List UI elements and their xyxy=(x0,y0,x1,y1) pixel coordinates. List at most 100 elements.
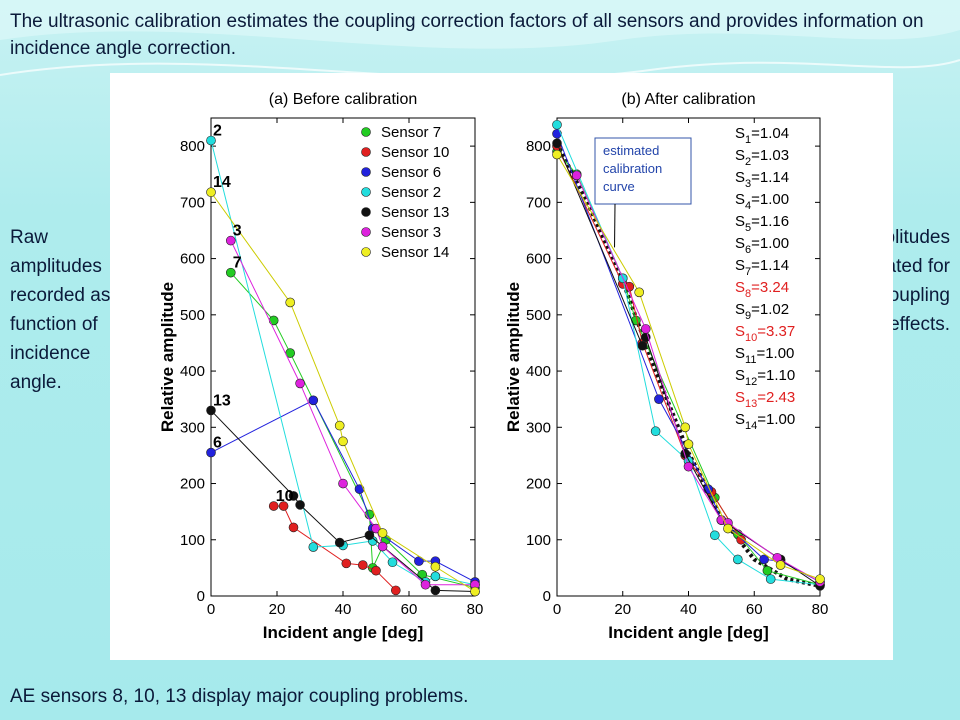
data-point xyxy=(364,530,375,541)
point-annotation: 14 xyxy=(213,174,231,191)
chart-title: (b) After calibration xyxy=(621,91,755,108)
data-point xyxy=(762,565,773,576)
data-point xyxy=(710,530,720,541)
data-point xyxy=(723,523,733,534)
data-point xyxy=(295,378,305,389)
data-point xyxy=(226,267,236,278)
slide-heading: The ultrasonic calibration estimates the… xyxy=(10,11,924,59)
data-point xyxy=(206,135,216,146)
y-tick-label: 500 xyxy=(526,307,551,324)
data-point xyxy=(733,554,743,565)
data-point xyxy=(650,426,661,437)
x-tick-label: 60 xyxy=(401,601,418,618)
data-point xyxy=(390,585,401,596)
x-tick-label: 80 xyxy=(812,601,829,618)
chart-title: (a) Before calibration xyxy=(269,91,418,108)
calibration-factor: S9=1.02 xyxy=(735,301,789,322)
chart-before-calibration: (a) Before calibration Incident angle [de… xyxy=(158,91,484,642)
calibration-factor: S3=1.14 xyxy=(735,169,789,190)
legend-marker xyxy=(361,147,371,157)
legend-label: Sensor 13 xyxy=(381,204,449,221)
calibration-factor: S6=1.00 xyxy=(735,235,789,256)
legend-marker xyxy=(361,127,371,137)
x-tick-label: 20 xyxy=(614,601,631,618)
point-annotation: 2 xyxy=(213,122,222,139)
series-line xyxy=(556,143,821,587)
data-point xyxy=(288,491,299,501)
data-point xyxy=(680,422,691,433)
data-point xyxy=(338,436,348,447)
curve-label-text: curve xyxy=(603,179,635,194)
data-point xyxy=(371,565,381,576)
y-axis-label: Relative amplitude xyxy=(504,282,523,432)
point-annotation: 3 xyxy=(233,223,242,240)
y-tick-label: 700 xyxy=(180,194,205,211)
data-point xyxy=(334,537,345,548)
data-point xyxy=(278,501,289,511)
y-tick-label: 300 xyxy=(526,419,551,436)
data-point xyxy=(268,501,279,511)
y-tick-label: 0 xyxy=(197,588,205,605)
legend-label: Sensor 7 xyxy=(381,124,441,141)
calibration-factor: S7=1.14 xyxy=(735,257,789,278)
y-tick-label: 200 xyxy=(526,476,551,493)
y-axis-label: Relative amplitude xyxy=(158,282,177,432)
series-line xyxy=(230,272,476,589)
y-tick-label: 800 xyxy=(526,138,551,155)
data-point xyxy=(420,579,431,590)
data-point xyxy=(637,340,648,351)
y-tick-label: 300 xyxy=(180,419,205,436)
x-tick-label: 40 xyxy=(680,601,697,618)
data-point xyxy=(552,128,562,139)
calibration-factor: S11=1.00 xyxy=(735,345,794,366)
data-point xyxy=(430,571,441,582)
x-tick-label: 80 xyxy=(467,601,484,618)
data-point xyxy=(295,500,305,510)
y-tick-label: 400 xyxy=(180,363,205,380)
calibration-factor: S10=3.37 xyxy=(735,323,795,344)
x-tick-label: 40 xyxy=(335,601,352,618)
curve-label-text: estimated xyxy=(603,143,659,158)
data-point xyxy=(736,534,746,545)
point-annotation: 13 xyxy=(213,392,231,409)
series-line xyxy=(230,240,475,586)
data-point xyxy=(634,287,644,298)
y-tick-label: 500 xyxy=(180,307,205,324)
x-tick-label: 20 xyxy=(269,601,286,618)
calibration-factor: S8=3.24 xyxy=(735,279,789,300)
data-point xyxy=(377,541,388,552)
legend-label: Sensor 10 xyxy=(381,144,449,161)
legend-marker xyxy=(361,227,371,237)
y-tick-label: 700 xyxy=(526,194,551,211)
data-point xyxy=(387,557,398,568)
series-line xyxy=(556,124,821,586)
legend-label: Sensor 6 xyxy=(381,164,441,181)
data-point xyxy=(308,395,319,406)
data-point xyxy=(552,138,562,149)
point-annotation: 7 xyxy=(233,255,242,272)
data-point xyxy=(683,461,694,472)
figure-panel: (a) Before calibration Incident angle [de… xyxy=(110,73,893,660)
x-axis-label: Incident angle [deg] xyxy=(263,623,424,642)
data-point xyxy=(680,448,691,459)
calibration-factor: S2=1.03 xyxy=(735,147,789,168)
y-tick-label: 800 xyxy=(180,138,205,155)
calibration-factor: S4=1.00 xyxy=(735,191,789,212)
data-point xyxy=(654,394,664,404)
data-point xyxy=(334,420,345,431)
x-axis-label: Incident angle [deg] xyxy=(608,623,769,642)
x-tick-label: 0 xyxy=(553,601,561,618)
y-tick-label: 100 xyxy=(526,532,551,549)
curve-label-text: calibration xyxy=(603,161,662,176)
y-tick-label: 0 xyxy=(543,588,551,605)
legend-marker xyxy=(361,167,371,177)
calibration-factor: S1=1.04 xyxy=(735,125,789,146)
data-point xyxy=(571,170,582,181)
data-point xyxy=(308,542,319,552)
chart-after-calibration: (b) After calibration Incident angle [deg… xyxy=(504,91,829,642)
data-point xyxy=(430,561,441,572)
legend-marker xyxy=(361,247,371,257)
y-tick-label: 200 xyxy=(180,476,205,493)
calibration-curve xyxy=(555,142,821,588)
data-point xyxy=(206,447,216,458)
